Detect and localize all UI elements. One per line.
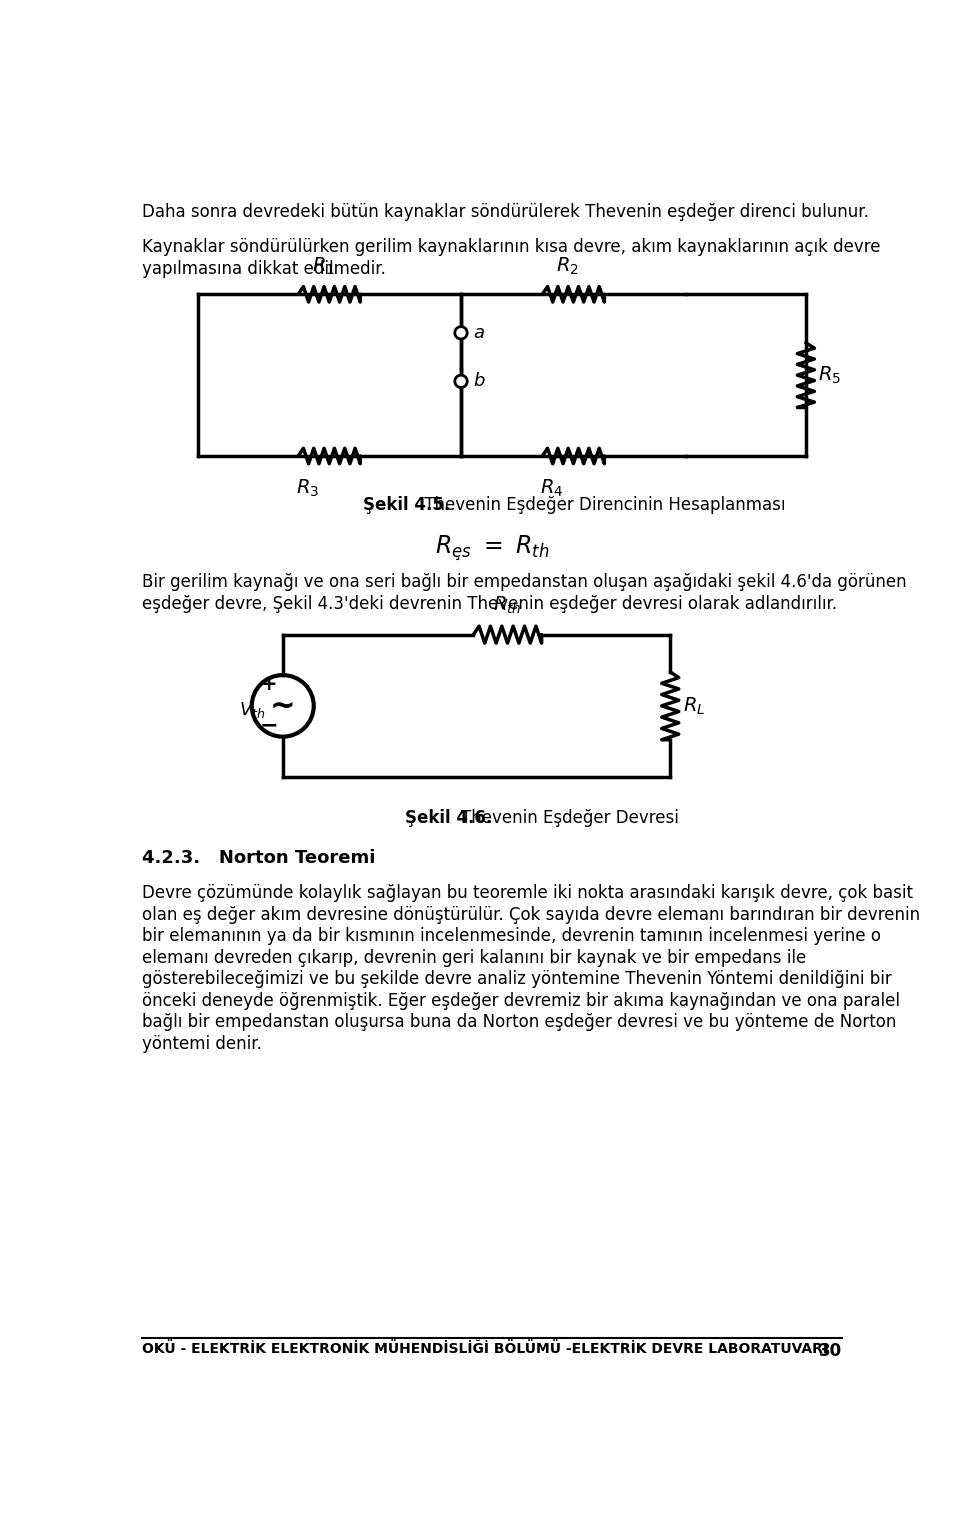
Text: OKÜ - ELEKTRİK ELEKTRONİK MÜHENDİSLİĞİ BÖLÜMÜ -ELEKTRİK DEVRE LABORATUVARI: OKÜ - ELEKTRİK ELEKTRONİK MÜHENDİSLİĞİ B… (142, 1342, 828, 1355)
Text: 4.2.3.   Norton Teoremi: 4.2.3. Norton Teoremi (142, 849, 375, 867)
Circle shape (455, 327, 468, 339)
Text: $R_2$: $R_2$ (556, 255, 579, 276)
Text: ~: ~ (270, 691, 296, 720)
Text: olan eş değer akım devresine dönüştürülür. Çok sayıda devre elemanı barındıran b: olan eş değer akım devresine dönüştürülü… (142, 906, 920, 924)
Text: önceki deneyde öğrenmiştik. Eğer eşdeğer devremiz bir akıma kaynağından ve ona p: önceki deneyde öğrenmiştik. Eğer eşdeğer… (142, 992, 900, 1010)
Text: $V_{th}$: $V_{th}$ (239, 700, 266, 720)
Circle shape (455, 375, 468, 387)
Text: $R_1$: $R_1$ (312, 255, 334, 276)
Text: bağlı bir empedanstan oluşursa buna da Norton eşdeğer devresi ve bu yönteme de N: bağlı bir empedanstan oluşursa buna da N… (142, 1013, 896, 1032)
Text: +: + (260, 675, 277, 694)
Text: bir elemanının ya da bir kısmının incelenmesinde, devrenin tamının incelenmesi y: bir elemanının ya da bir kısmının incele… (142, 927, 880, 946)
Text: $\mathit{R}_{e\c{s}}\ =\ \mathit{R}_{th}$: $\mathit{R}_{e\c{s}}\ =\ \mathit{R}_{th}… (435, 533, 549, 562)
Text: eşdeğer devre, Şekil 4.3'deki devrenin Thevenin eşdeğer devresi olarak adlandırı: eşdeğer devre, Şekil 4.3'deki devrenin T… (142, 594, 837, 612)
Text: Kaynaklar söndürülürken gerilim kaynaklarının kısa devre, akım kaynaklarının açı: Kaynaklar söndürülürken gerilim kaynakla… (142, 238, 880, 256)
Text: Devre çözümünde kolaylık sağlayan bu teoremle iki nokta arasındaki karışık devre: Devre çözümünde kolaylık sağlayan bu teo… (142, 884, 913, 903)
Text: $R_5$: $R_5$ (818, 364, 841, 385)
Text: Bir gerilim kaynağı ve ona seri bağlı bir empedanstan oluşan aşağıdaki şekil 4.6: Bir gerilim kaynağı ve ona seri bağlı bi… (142, 573, 906, 591)
Text: gösterebileceğimizi ve bu şekilde devre analiz yöntemine Thevenin Yöntemi denild: gösterebileceğimizi ve bu şekilde devre … (142, 970, 892, 989)
Text: Şekil 4.5.: Şekil 4.5. (364, 496, 450, 514)
Text: $R_L$: $R_L$ (683, 695, 705, 717)
Text: yöntemi denir.: yöntemi denir. (142, 1035, 261, 1053)
Text: $a$: $a$ (473, 324, 485, 342)
Text: 30: 30 (819, 1342, 842, 1360)
Text: Daha sonra devredeki bütün kaynaklar söndürülerek Thevenin eşdeğer direnci bulun: Daha sonra devredeki bütün kaynaklar sön… (142, 204, 869, 221)
Text: elemanı devreden çıkarıp, devrenin geri kalanını bir kaynak ve bir empedans ile: elemanı devreden çıkarıp, devrenin geri … (142, 949, 806, 967)
Text: yapılmasına dikkat edilmedir.: yapılmasına dikkat edilmedir. (142, 259, 386, 278)
Text: Thevenin Eşdeğer Devresi: Thevenin Eşdeğer Devresi (461, 809, 679, 827)
Text: −: − (259, 715, 278, 735)
Text: $R_3$: $R_3$ (296, 477, 319, 499)
Text: Şekil 4.6.: Şekil 4.6. (405, 809, 492, 827)
Text: $R_{th}$: $R_{th}$ (493, 596, 522, 616)
Text: Thevenin Eşdeğer Direncinin Hesaplanması: Thevenin Eşdeğer Direncinin Hesaplanması (420, 496, 785, 514)
Text: $b$: $b$ (473, 373, 486, 390)
Text: $R_4$: $R_4$ (540, 477, 564, 499)
